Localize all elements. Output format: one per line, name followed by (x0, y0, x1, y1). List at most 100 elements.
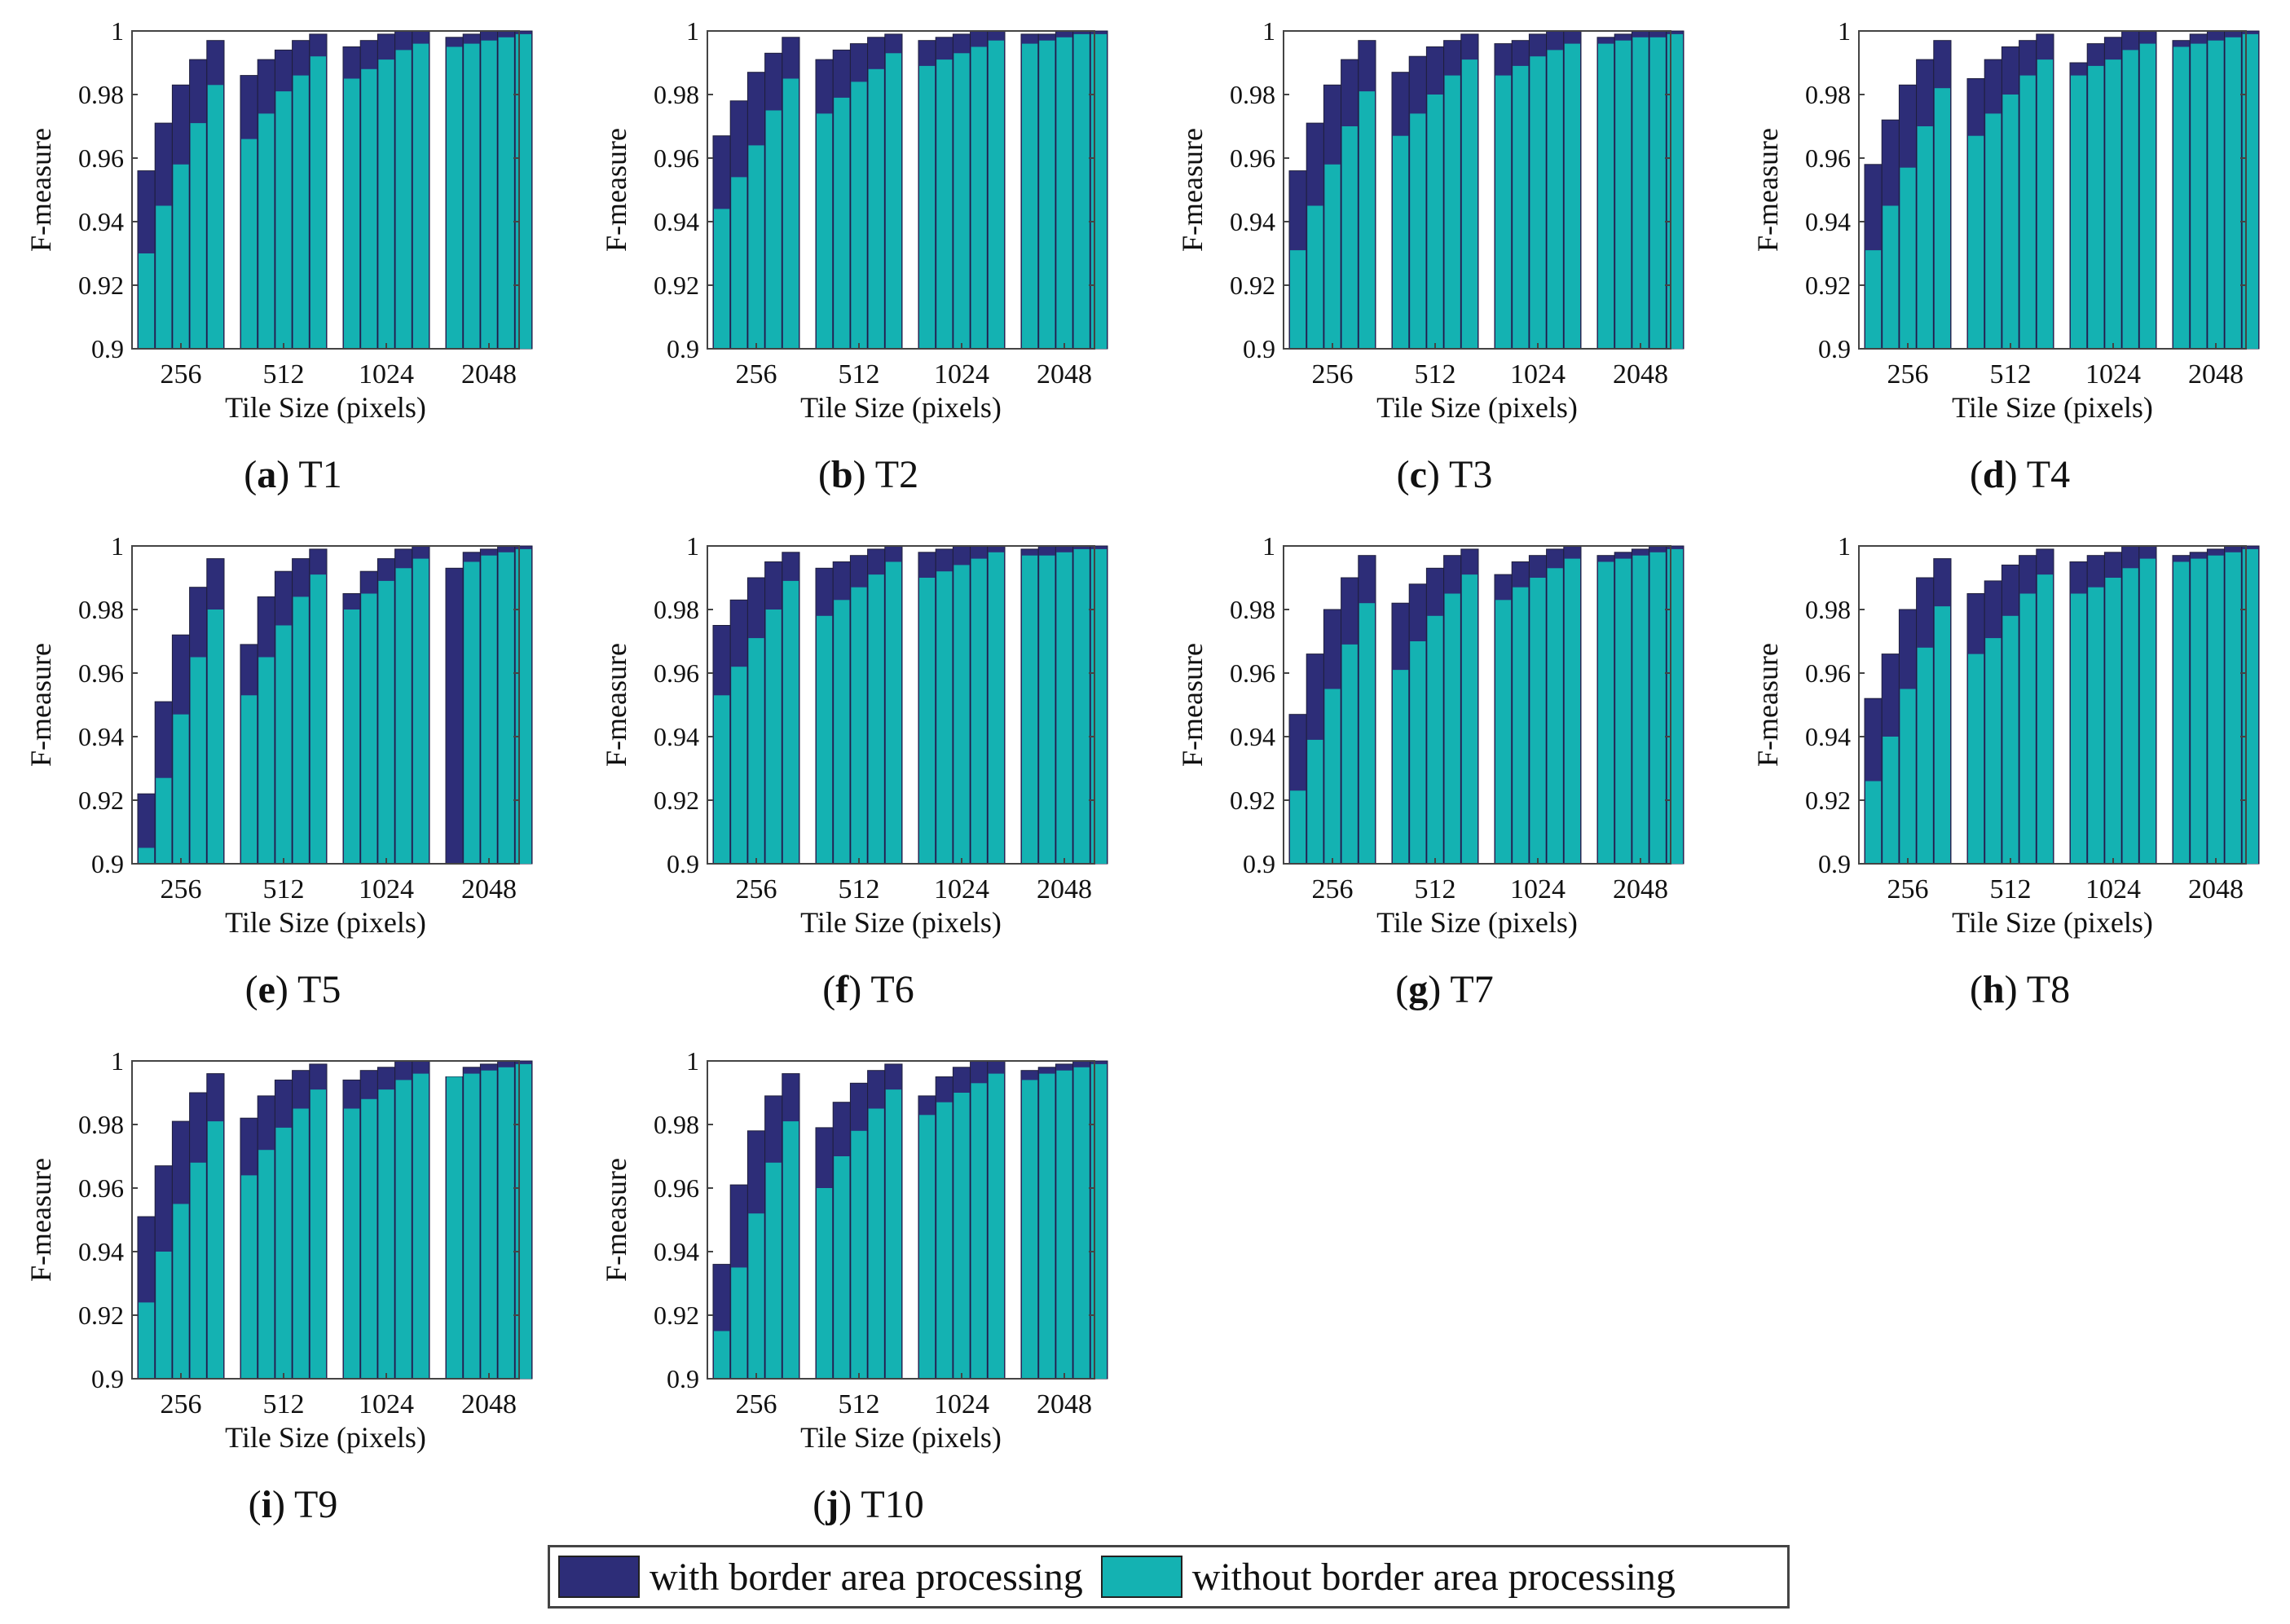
bar-without-512-2 (1985, 113, 2002, 349)
bar-without-2048-2 (1039, 40, 1055, 349)
y-tick-label: 0.92 (1805, 271, 1851, 300)
y-tick-label: 0.92 (1230, 271, 1275, 300)
x-tick-label: 256 (161, 359, 202, 389)
x-axis-title: Tile Size (pixels) (225, 1421, 426, 1454)
y-tick-label: 0.92 (78, 1301, 124, 1330)
chart-panel-b: 256 512 1024 2048 0.9 0.92 0.94 0.96 0.98 1 Tile S… (600, 16, 1108, 496)
bar-without-1024-3 (1530, 578, 1546, 864)
y-tick-label: 0.98 (1805, 595, 1851, 624)
bar-without-512-5 (310, 1089, 326, 1379)
bar-without-512-4 (2019, 75, 2036, 349)
bar-without-1024-2 (361, 68, 377, 350)
x-tick-label: 1024 (1510, 359, 1566, 389)
bar-without-256-1 (1290, 790, 1306, 864)
chart-panel-e: 256 512 1024 2048 0.9 0.92 0.94 0.96 0.98 1 Tile S… (24, 531, 533, 1011)
x-tick-label: 512 (263, 874, 305, 904)
bar-without-1024-2 (1513, 587, 1529, 864)
y-tick-label: 0.98 (1230, 80, 1275, 109)
bar-without-256-2 (1307, 739, 1323, 864)
bar-without-256-5 (1934, 606, 1950, 864)
bar-without-1024-2 (936, 1102, 953, 1379)
x-tick-label: 256 (161, 874, 202, 904)
y-tick-label: 0.94 (1230, 207, 1275, 236)
bar-without-1024-1 (919, 578, 936, 864)
x-tick-label: 512 (263, 359, 305, 389)
bar-without-1024-2 (361, 593, 377, 864)
bar-without-256-4 (765, 610, 782, 864)
y-axis-title: F-measure (1751, 643, 1784, 767)
bar-without-512-2 (834, 97, 850, 350)
bar-without-1024-4 (1547, 568, 1563, 864)
bar-without-2048-2 (1615, 40, 1632, 349)
y-tick-label: 1 (1838, 16, 1851, 46)
bar-without-1024-4 (2122, 568, 2138, 864)
bar-without-1024-2 (2088, 65, 2104, 350)
panel-caption: (i) T9 (249, 1483, 338, 1526)
y-tick-label: 0.92 (1230, 786, 1275, 815)
bar-without-512-1 (241, 695, 258, 864)
y-tick-label: 0.9 (1818, 334, 1851, 363)
bar-without-2048-2 (1039, 1073, 1055, 1379)
plot-frame (707, 545, 1095, 865)
bar-without-256-5 (1934, 88, 1950, 349)
bar-without-2048-3 (481, 40, 497, 349)
bar-without-2048-5 (1090, 1063, 1107, 1379)
bar-without-512-2 (1985, 638, 2002, 864)
bar-without-256-4 (1917, 126, 1933, 349)
legend-label-with: with border area processing (650, 1555, 1083, 1599)
bar-without-512-2 (258, 1150, 275, 1379)
bar-without-1024-4 (971, 1083, 987, 1379)
bar-without-512-2 (1410, 641, 1426, 864)
bar-without-256-3 (173, 1204, 189, 1379)
x-tick-label: 1024 (934, 1389, 989, 1419)
bar-without-512-1 (1968, 135, 1984, 349)
bar-without-256-1 (139, 847, 155, 864)
bar-without-2048-4 (1073, 548, 1090, 864)
bar-without-2048-3 (1056, 1070, 1072, 1379)
bar-without-512-1 (817, 1188, 833, 1379)
bar-without-256-3 (173, 714, 189, 864)
bar-without-1024-3 (953, 53, 970, 350)
bar-without-256-5 (1359, 91, 1375, 349)
x-tick-label: 256 (1312, 359, 1354, 389)
x-tick-label: 1024 (359, 874, 414, 904)
bar-without-2048-5 (515, 1063, 531, 1379)
bar-without-1024-4 (2122, 50, 2138, 350)
y-tick-label: 0.94 (1230, 722, 1275, 751)
legend: with border area processing without bord… (548, 1545, 1790, 1609)
bar-without-512-1 (241, 139, 258, 349)
bar-without-1024-5 (2139, 43, 2156, 349)
bar-without-2048-3 (1632, 37, 1649, 350)
bar-without-2048-1 (2173, 46, 2190, 349)
bar-without-256-2 (1883, 205, 1899, 349)
bar-without-2048-4 (2225, 552, 2241, 864)
bar-without-1024-4 (395, 568, 412, 864)
y-tick-label: 1 (1262, 531, 1275, 561)
bar-without-512-4 (293, 596, 309, 864)
legend-label-without: without border area processing (1191, 1555, 1676, 1599)
bar-without-2048-5 (1667, 548, 1683, 864)
bar-without-1024-3 (378, 59, 394, 349)
bar-without-1024-5 (412, 558, 429, 864)
x-tick-label: 1024 (934, 874, 989, 904)
x-axis-title: Tile Size (pixels) (1376, 906, 1578, 939)
y-tick-label: 0.96 (1805, 143, 1851, 173)
bar-without-512-3 (2002, 615, 2019, 864)
y-tick-label: 0.94 (1805, 207, 1851, 236)
panel-caption: (j) T10 (813, 1483, 923, 1526)
y-tick-label: 1 (111, 16, 124, 46)
x-tick-label: 2048 (2188, 359, 2244, 389)
x-axis-title: Tile Size (pixels) (225, 906, 426, 939)
y-tick-label: 0.92 (78, 786, 124, 815)
bar-without-1024-4 (395, 50, 412, 350)
bar-without-1024-5 (1564, 43, 1580, 349)
x-tick-label: 1024 (1510, 874, 1566, 904)
bar-without-512-5 (1461, 59, 1477, 349)
bar-without-2048-4 (1649, 37, 1666, 350)
bar-without-512-1 (1393, 670, 1409, 864)
bar-without-256-1 (1865, 250, 1882, 349)
bar-without-2048-4 (1073, 33, 1090, 350)
x-tick-label: 256 (736, 1389, 777, 1419)
bar-without-512-5 (2037, 574, 2053, 864)
bar-without-1024-1 (344, 78, 360, 349)
